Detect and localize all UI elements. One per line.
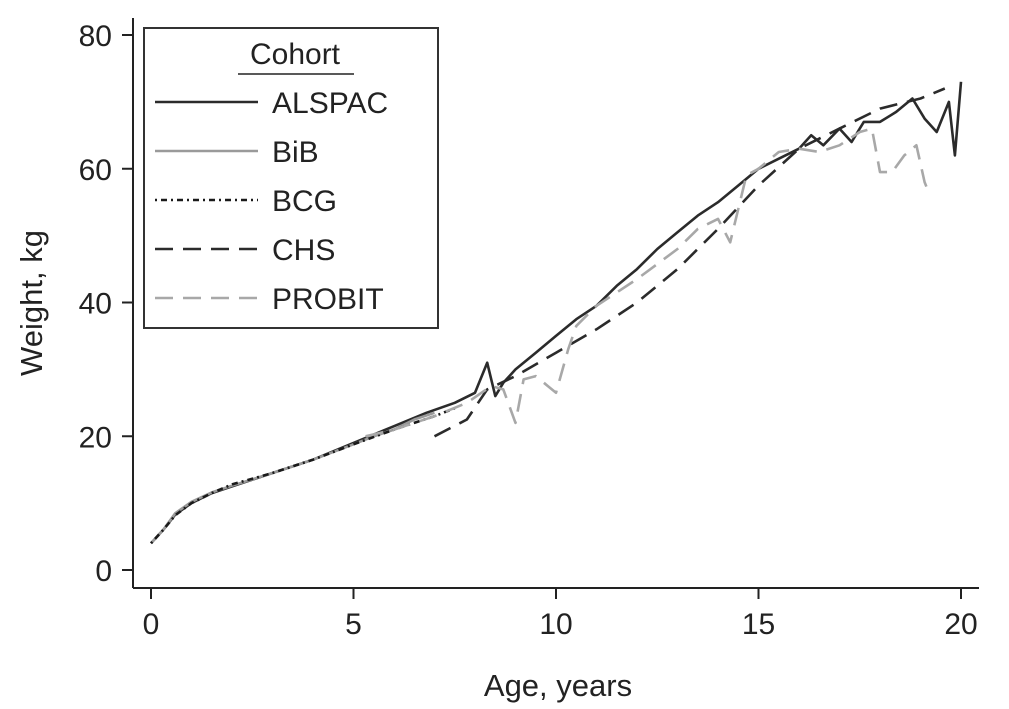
- legend-label-bcg: BCG: [272, 185, 337, 218]
- y-tick-label: 20: [79, 421, 112, 454]
- x-tick-label: 10: [539, 608, 572, 641]
- legend-title: Cohort: [250, 38, 341, 71]
- legend-items: ALSPAC BiB BCG CHS PROBIT: [155, 87, 388, 316]
- y-axis-title: Weight, kg: [14, 230, 49, 376]
- ticks: 0 5 10 15 20 0 20 40 60 80: [79, 20, 978, 641]
- y-tick-label: 80: [79, 20, 112, 53]
- y-tick-label: 40: [79, 288, 112, 321]
- legend: Cohort ALSPAC BiB BCG CHS PROBIT: [143, 27, 439, 329]
- legend-label-bib: BiB: [272, 136, 319, 169]
- x-tick-label: 15: [742, 608, 775, 641]
- series-line-bib: [150, 411, 435, 545]
- x-tick-label: 5: [345, 608, 362, 641]
- legend-label-alspac: ALSPAC: [272, 87, 388, 120]
- legend-label-chs: CHS: [272, 234, 335, 267]
- x-axis-title: Age, years: [484, 668, 632, 703]
- legend-box: [143, 27, 439, 329]
- series-line-probit: [365, 127, 930, 438]
- y-tick-label: 0: [95, 555, 112, 588]
- legend-label-probit: PROBIT: [272, 283, 384, 316]
- x-tick-label: 0: [143, 608, 160, 641]
- series-lines: [150, 81, 963, 545]
- series-line-bcg: [150, 406, 456, 545]
- x-tick-label: 20: [944, 608, 977, 641]
- y-tick-label: 60: [79, 154, 112, 187]
- series-line-chs: [433, 87, 946, 438]
